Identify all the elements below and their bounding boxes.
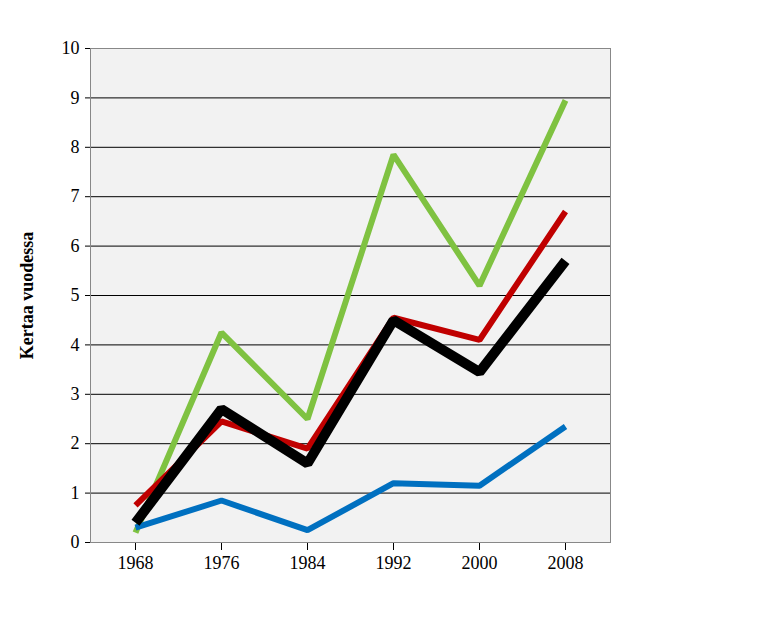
svg-text:9: 9 (71, 88, 80, 108)
svg-text:2008: 2008 (548, 553, 584, 573)
svg-text:1968: 1968 (118, 553, 154, 573)
svg-text:3: 3 (71, 384, 80, 404)
svg-text:2000: 2000 (462, 553, 498, 573)
svg-text:7: 7 (71, 186, 80, 206)
svg-text:1976: 1976 (204, 553, 240, 573)
svg-text:10: 10 (62, 38, 80, 58)
svg-text:6: 6 (71, 236, 80, 256)
svg-text:1: 1 (71, 483, 80, 503)
svg-text:0: 0 (71, 532, 80, 552)
svg-text:Kertaa vuodessa: Kertaa vuodessa (17, 232, 37, 360)
svg-text:1984: 1984 (290, 553, 326, 573)
svg-text:1992: 1992 (376, 553, 412, 573)
svg-text:2: 2 (71, 433, 80, 453)
svg-text:4: 4 (71, 335, 80, 355)
svg-text:5: 5 (71, 285, 80, 305)
svg-text:8: 8 (71, 137, 80, 157)
